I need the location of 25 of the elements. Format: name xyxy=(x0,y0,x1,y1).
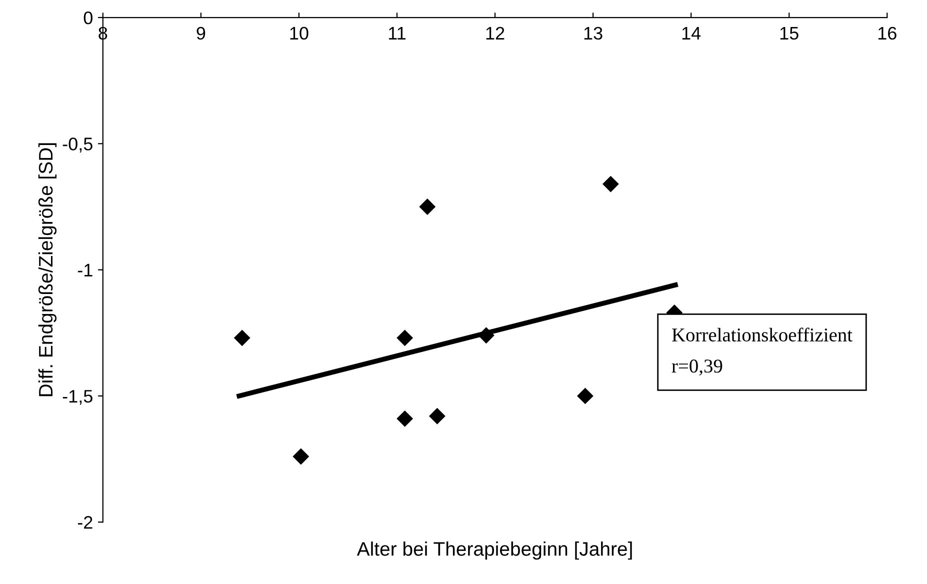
y-tick-label: -1 xyxy=(78,264,92,276)
point xyxy=(396,330,414,346)
x-tick-label: 12 xyxy=(486,26,504,40)
y-tick-label: -0,5 xyxy=(62,138,92,153)
x-axis-title: Alter bei Therapiebeginn [Jahre] xyxy=(356,542,632,560)
x-tick-label: 15 xyxy=(780,27,798,40)
point xyxy=(428,408,446,424)
point xyxy=(602,176,619,192)
x-tick-label: 11 xyxy=(388,27,406,40)
x-tick-label: 9 xyxy=(196,26,206,40)
y-axis-title: Diff. Endgröße/Zielgröße [SD] xyxy=(38,143,57,396)
point xyxy=(234,330,250,346)
y-tick-label: -1,5 xyxy=(62,390,92,405)
x-tick-label: 14 xyxy=(682,27,701,40)
y-tick-label: -2 xyxy=(78,516,92,529)
x-tick-label: 16 xyxy=(878,26,896,40)
point xyxy=(419,198,436,215)
y-tick-label: 0 xyxy=(84,11,92,24)
point xyxy=(478,327,494,344)
point xyxy=(292,448,310,465)
x-tick-label: 10 xyxy=(290,26,308,40)
annotation: Korrelationskoeffizient r=0,39 xyxy=(672,328,852,376)
point xyxy=(576,388,594,404)
point xyxy=(396,410,414,427)
x-tick-label: 13 xyxy=(584,26,602,40)
